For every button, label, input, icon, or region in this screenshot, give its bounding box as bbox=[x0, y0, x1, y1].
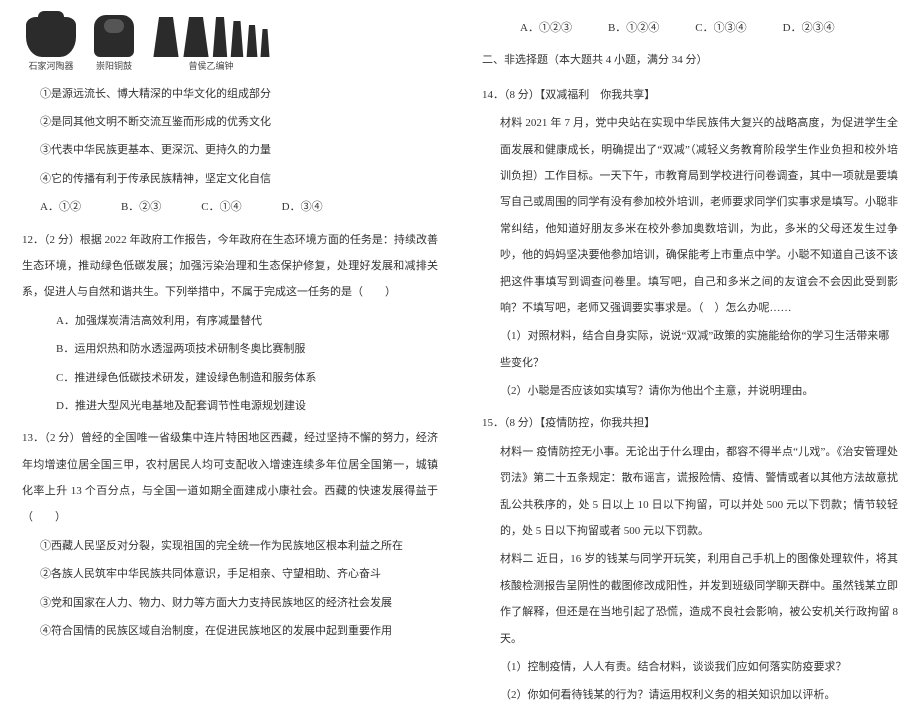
q14-header: 14．（8 分）【双减福利 你我共享】 bbox=[482, 82, 898, 108]
opt1-choices: A．①② B．②③ C．①④ D．③④ bbox=[22, 194, 438, 220]
opt1-choice-c: C．①④ bbox=[201, 194, 241, 220]
q15-sub1: （1）控制疫情，人人有责。结合材料，谈谈我们应如何落实防疫要求？ bbox=[482, 654, 898, 680]
top-choice-d: D．②③④ bbox=[783, 15, 835, 41]
q13-line4: ④符合国情的民族区域自治制度，在促进民族地区的发展中起到重要作用 bbox=[22, 618, 438, 644]
pottery-icon bbox=[26, 17, 76, 57]
artifact-caption-2: 崇阳铜鼓 bbox=[96, 60, 132, 73]
question-13: 13．（2 分）曾经的全国唯一省级集中连片特困地区西藏，经过坚持不懈的努力，经济… bbox=[22, 425, 438, 644]
q12-option-b: B．运用炽热和防水透湿两项技术研制冬奥比赛制服 bbox=[22, 336, 438, 362]
q15-sub2: （2）你如何看待钱某的行为？请运用权利义务的相关知识加以评析。 bbox=[482, 682, 898, 708]
artifact-item-3: 曾侯乙编钟 bbox=[152, 17, 270, 73]
artifact-images-row: 石家河陶器 崇阳铜鼓 曾侯乙编钟 bbox=[22, 15, 438, 73]
right-column: A．①②③ B．①②④ C．①③④ D．②③④ 二、非选择题（本大题共 4 小题… bbox=[460, 0, 920, 650]
q15-header: 15．（8 分）【疫情防控，你我共担】 bbox=[482, 410, 898, 436]
artifact-caption-1: 石家河陶器 bbox=[28, 60, 73, 73]
artifact-item-1: 石家河陶器 bbox=[26, 17, 76, 73]
opt1-choice-a: A．①② bbox=[40, 194, 81, 220]
question-15: 15．（8 分）【疫情防控，你我共担】 材料一 疫情防控无小事。无论出于什么理由… bbox=[482, 410, 898, 708]
left-column: 石家河陶器 崇阳铜鼓 曾侯乙编钟 ①是源远流长、博大精深的中华文化的组成部分 ②… bbox=[0, 0, 460, 650]
q12-stem: 12．（2 分）根据 2022 年政府工作报告，今年政府在生态环境方面的任务是：… bbox=[22, 227, 438, 306]
q13-line2: ②各族人民筑牢中华民族共同体意识，手足相亲、守望相助、齐心奋斗 bbox=[22, 561, 438, 587]
q14-sub1: （1）对照材料，结合自身实际，说说“双减”政策的实施能给你的学习生活带来哪些变化… bbox=[482, 323, 898, 376]
top-choice-c: C．①③④ bbox=[695, 15, 746, 41]
top-choice-b: B．①②④ bbox=[608, 15, 659, 41]
artifact-caption-3: 曾侯乙编钟 bbox=[188, 60, 233, 73]
q12-option-c: C．推进绿色低碳技术研发，建设绿色制造和服务体系 bbox=[22, 365, 438, 391]
q13-line1: ①西藏人民坚反对分裂，实现祖国的完全统一作为民族地区根本利益之所在 bbox=[22, 533, 438, 559]
opt1-choice-b: B．②③ bbox=[121, 194, 161, 220]
q12-option-d: D．推进大型风光电基地及配套调节性电源规划建设 bbox=[22, 393, 438, 419]
q14-material: 材料 2021 年 7 月，党中央站在实现中华民族伟大复兴的战略高度，为促进学生… bbox=[482, 110, 898, 321]
opt1-line1: ①是源远流长、博大精深的中华文化的组成部分 bbox=[22, 81, 438, 107]
q12-option-a: A．加强煤炭清洁高效利用，有序减量替代 bbox=[22, 308, 438, 334]
bells-icon bbox=[152, 17, 270, 57]
q14-sub2: （2）小聪是否应该如实填写？请你为他出个主意，并说明理由。 bbox=[482, 378, 898, 404]
opt1-line4: ④它的传播有利于传承民族精神，坚定文化自信 bbox=[22, 166, 438, 192]
section-2-title: 二、非选择题（本大题共 4 小题，满分 34 分） bbox=[482, 47, 898, 73]
q13-stem: 13．（2 分）曾经的全国唯一省级集中连片特困地区西藏，经过坚持不懈的努力，经济… bbox=[22, 425, 438, 531]
question-12: 12．（2 分）根据 2022 年政府工作报告，今年政府在生态环境方面的任务是：… bbox=[22, 227, 438, 420]
q15-material2: 材料二 近日，16 岁的钱某与同学开玩笑，利用自己手机上的图像处理软件，将其核酸… bbox=[482, 546, 898, 652]
opt1-line3: ③代表中华民族更基本、更深沉、更持久的力量 bbox=[22, 137, 438, 163]
artifact-item-2: 崇阳铜鼓 bbox=[94, 15, 134, 73]
top-choices-row: A．①②③ B．①②④ C．①③④ D．②③④ bbox=[482, 15, 898, 41]
q15-material1: 材料一 疫情防控无小事。无论出于什么理由，都容不得半点“儿戏”。《治安管理处罚法… bbox=[482, 439, 898, 545]
options-block-1: ①是源远流长、博大精深的中华文化的组成部分 ②是同其他文明不断交流互鉴而形成的优… bbox=[22, 81, 438, 221]
opt1-line2: ②是同其他文明不断交流互鉴而形成的优秀文化 bbox=[22, 109, 438, 135]
opt1-choice-d: D．③④ bbox=[282, 194, 323, 220]
bronze-drum-icon bbox=[94, 15, 134, 57]
top-choice-a: A．①②③ bbox=[520, 15, 572, 41]
q13-line3: ③党和国家在人力、物力、财力等方面大力支持民族地区的经济社会发展 bbox=[22, 590, 438, 616]
question-14: 14．（8 分）【双减福利 你我共享】 材料 2021 年 7 月，党中央站在实… bbox=[482, 82, 898, 405]
